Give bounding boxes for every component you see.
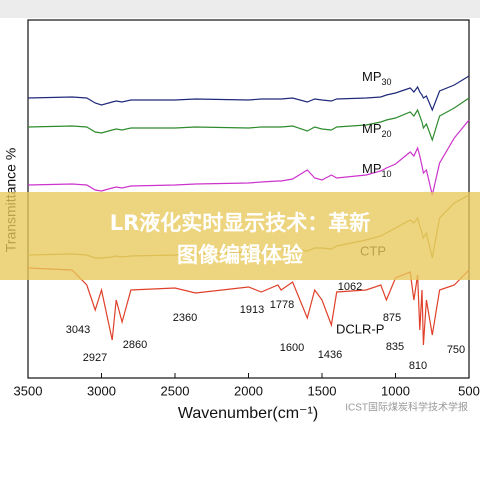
- x-tick-label: 1500: [308, 383, 337, 398]
- series-label: MP20: [362, 121, 392, 139]
- series-line: [27, 75, 470, 112]
- x-tick-label: 3000: [87, 383, 116, 398]
- watermark: ICST国际煤炭科学技术学报: [345, 401, 468, 414]
- x-tick-label: 1000: [381, 383, 410, 398]
- series-line: [27, 119, 470, 196]
- peak-label: 3043: [66, 324, 90, 336]
- peak-label: 2860: [123, 339, 147, 351]
- peak-label: 750: [447, 344, 465, 356]
- series-label: DCLR-P: [336, 321, 384, 336]
- x-tick-label: 2000: [234, 383, 263, 398]
- series-label: MP30: [362, 69, 392, 87]
- x-axis-label: Wavenumber(cm⁻¹): [178, 405, 318, 422]
- series-label: MP10: [362, 161, 392, 179]
- x-tick-label: 2500: [161, 383, 190, 398]
- peak-label: 1778: [270, 299, 294, 311]
- peak-label: 1436: [318, 349, 342, 361]
- peak-label: 1913: [240, 304, 264, 316]
- peak-label: 1600: [280, 342, 304, 354]
- overlay-banner: [0, 192, 480, 280]
- overlay-line1: LR液化实时显示技术：革新: [110, 211, 371, 235]
- peak-label: 875: [383, 312, 401, 324]
- series-line: [27, 267, 470, 346]
- overlay-line2: 图像编辑体验: [177, 243, 303, 267]
- peak-label: 835: [386, 341, 404, 353]
- peak-label: 1062: [338, 281, 362, 293]
- x-tick-label: 500: [458, 383, 480, 398]
- peak-label: 2927: [83, 352, 107, 364]
- peak-label: 2360: [173, 312, 197, 324]
- plot-area: 350030002500200015001000500MP30MP20MP10C…: [14, 69, 480, 398]
- x-tick-label: 3500: [14, 383, 43, 398]
- top-band: [0, 0, 480, 18]
- series-line: [27, 97, 470, 142]
- peak-label: 810: [409, 360, 427, 372]
